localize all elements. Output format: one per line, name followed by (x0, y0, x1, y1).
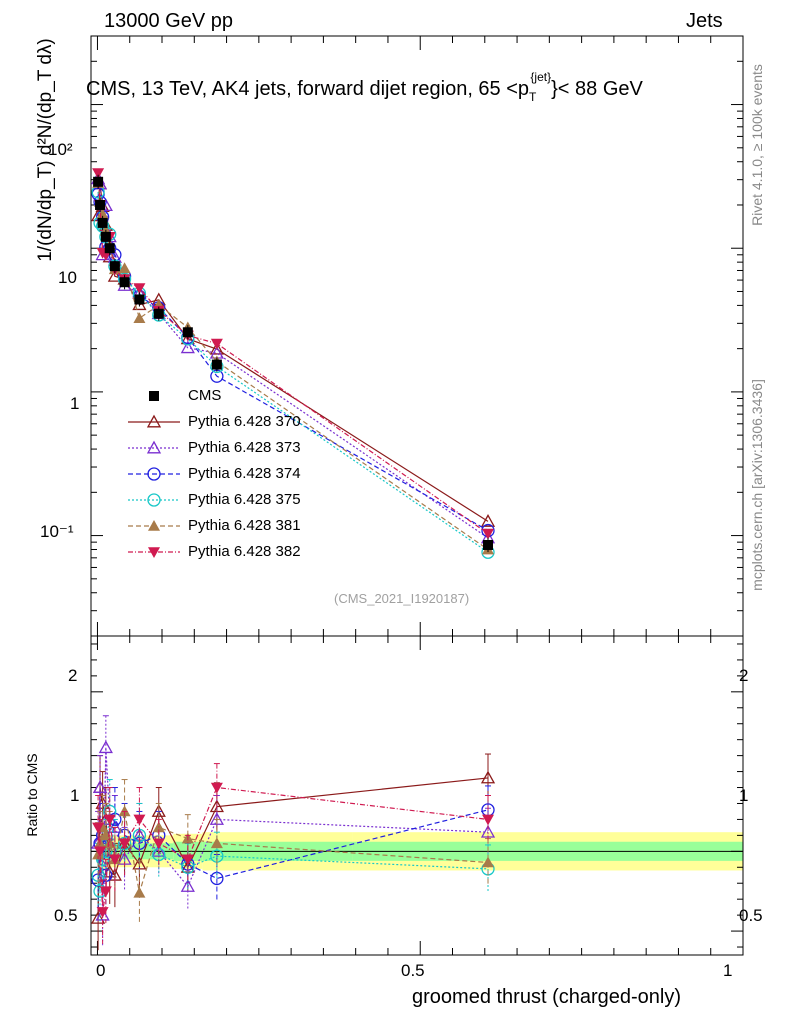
series-0-point-top-11 (480, 514, 496, 527)
legend-marker-2 (147, 467, 161, 481)
series-5-point-top-10 (210, 338, 223, 350)
legend-label-2: Pythia 6.428 374 (188, 465, 301, 482)
series-4-point-top-2 (96, 208, 109, 220)
cms-point-8 (153, 308, 164, 319)
legend-marker-3 (147, 493, 161, 507)
title-main: CMS, 13 TeV, AK4 jets, forward dijet reg… (86, 78, 530, 100)
cms-point-1 (95, 199, 106, 210)
y-axis-label-bottom: Ratio to CMS (24, 753, 40, 837)
series-1-point-top-9 (180, 340, 195, 354)
legend-label-4: Pythia 6.428 381 (188, 517, 301, 534)
series-5-point-ratio-8 (152, 838, 165, 850)
series-4-point-top-7 (133, 312, 146, 324)
y-tick-label-bottom-2: 2 (68, 666, 78, 685)
y-tick-label-top-3: 10² (48, 140, 73, 159)
series-1-point-ratio-2 (95, 907, 110, 921)
series-4-point-ratio-11 (482, 856, 495, 868)
series-1-point-ratio-1 (92, 780, 108, 793)
cms-point-7 (134, 294, 145, 305)
legend (128, 391, 180, 558)
cms-point-0 (93, 176, 104, 187)
x-tick-label-0: 0 (96, 961, 106, 980)
y-tick-label-bottom-right-1: 1 (739, 786, 749, 805)
header-right: Jets (686, 10, 723, 32)
y-tick-label-bottom-right-0: 0.5 (739, 906, 763, 925)
series-5-point-top-7 (133, 283, 146, 295)
x-tick-label-2: 1 (723, 961, 733, 980)
cms-data (93, 174, 494, 553)
series-4-point-ratio-6 (118, 805, 131, 817)
series-5-point-ratio-7 (133, 814, 146, 826)
series-5-point-ratio-6 (118, 838, 131, 850)
title-sup: {jet} (530, 70, 552, 84)
series-group (90, 168, 496, 951)
legend-marker-5 (148, 547, 160, 558)
title-sub: T (529, 90, 537, 104)
series-1-line-ratio (97, 747, 489, 916)
legend-label-5: Pythia 6.428 382 (188, 543, 301, 560)
series-5-point-ratio-9 (181, 854, 194, 866)
y-tick-label-top-0: 10⁻¹ (40, 522, 74, 541)
cms-point-3 (100, 231, 111, 242)
series-5-point-ratio-3 (99, 886, 112, 898)
series-3-line-top (97, 191, 489, 553)
header-left: 13000 GeV pp (104, 10, 233, 32)
y-tick-label-bottom-1: 1 (70, 786, 80, 805)
series-4-point-ratio-7 (133, 886, 146, 898)
x-axis-label: groomed thrust (charged-only) (412, 986, 682, 1008)
series-1-point-ratio-9 (180, 879, 195, 892)
legend-marker-1 (146, 440, 162, 454)
bottom-panel-frame (90, 635, 744, 956)
cms-point-4 (104, 243, 115, 254)
series-4-point-ratio-3 (99, 829, 112, 841)
legend-label-cms: CMS (188, 387, 222, 404)
series-5-point-top-0 (92, 168, 105, 180)
series-0-point-ratio-0 (90, 910, 106, 924)
series-5-point-ratio-0 (92, 822, 105, 834)
series-5-point-ratio-10 (210, 782, 223, 794)
series-5 (92, 168, 495, 944)
series-4-point-ratio-0 (92, 848, 105, 860)
series-5-point-ratio-1 (94, 846, 107, 858)
plot-title: CMS, 13 TeV, AK4 jets, forward dijet reg… (86, 70, 643, 104)
y-tick-label-bottom-0: 0.5 (54, 906, 78, 925)
series-5-point-ratio-4 (103, 814, 116, 826)
legend-marker-cms (149, 391, 159, 401)
series-4-point-ratio-10 (210, 837, 223, 849)
series-0-point-ratio-11 (480, 770, 496, 784)
y-tick-label-top-1: 1 (70, 394, 80, 413)
legend-marker-4 (148, 520, 160, 531)
y-tick-label-top-2: 10 (58, 268, 77, 287)
cms-point-11 (483, 539, 494, 550)
legend-label-0: Pythia 6.428 370 (188, 413, 301, 430)
x-tick-label-1: 0.5 (401, 961, 425, 980)
rivet-label: Rivet 4.1.0, ≥ 100k events (749, 64, 765, 226)
y-tick-label-bottom-right-2: 2 (739, 666, 749, 685)
series-1-point-ratio-3 (98, 740, 113, 754)
legend-marker-0 (146, 414, 162, 428)
series-5-line-top (97, 173, 489, 535)
axes (90, 35, 744, 956)
legend-label-1: Pythia 6.428 373 (188, 439, 301, 456)
analysis-tag: (CMS_2021_I1920187) (334, 591, 470, 606)
legend-label-3: Pythia 6.428 375 (188, 491, 301, 508)
series-5-point-top-11 (482, 528, 495, 540)
cms-point-10 (211, 359, 222, 370)
cms-point-9 (182, 327, 193, 338)
mcplots-label: mcplots.cern.ch [arXiv:1306.3436] (749, 379, 765, 591)
cms-point-5 (109, 261, 120, 272)
series-4-point-top-6 (118, 262, 131, 274)
series-5-point-ratio-5 (108, 854, 121, 866)
cms-point-2 (97, 217, 108, 228)
series-0-point-top-5 (107, 268, 122, 282)
cms-point-6 (119, 277, 130, 288)
title-end: }< 88 GeV (551, 78, 643, 100)
series-0-point-top-10 (209, 341, 224, 355)
series-0-point-ratio-10 (209, 799, 224, 813)
series-5-point-ratio-11 (482, 814, 495, 826)
